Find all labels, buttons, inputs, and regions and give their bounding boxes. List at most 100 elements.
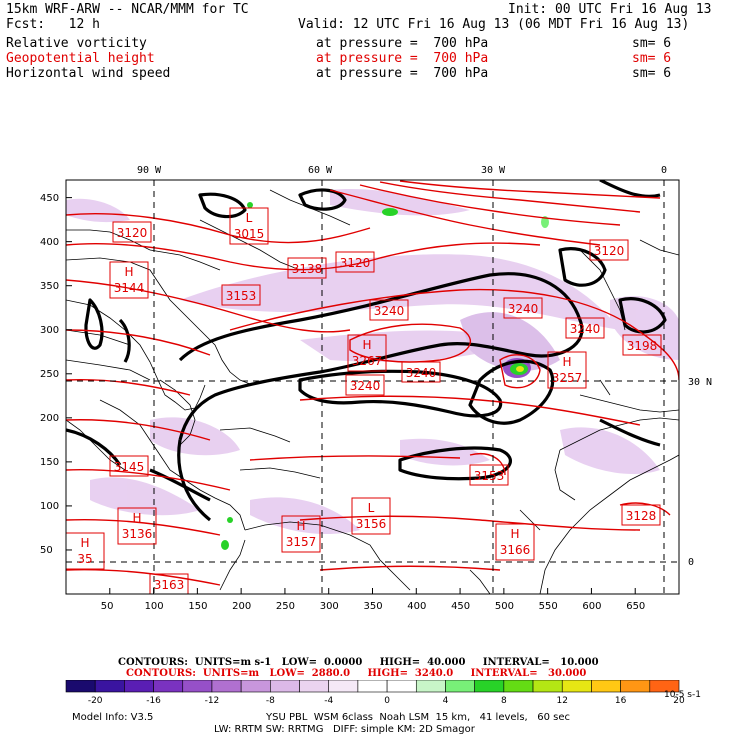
height-label-value: 3240 <box>570 322 601 336</box>
coastlines <box>66 189 679 594</box>
height-label-value: 3240 <box>374 304 405 318</box>
colorbar-swatch <box>503 680 534 693</box>
colorbar-label: -12 <box>204 696 220 706</box>
height-label-value: 3163 <box>154 578 185 592</box>
red-contour-legend: CONTOURS: UNITS=m LOW= 2880.0 HIGH= 3240… <box>126 668 587 679</box>
lon-label-30w: 30 W <box>481 165 506 176</box>
black-contour-legend: CONTOURS: UNITS=m s-1 LOW= 0.0000 HIGH= … <box>118 657 599 668</box>
colorbar-label: 4 <box>442 696 449 706</box>
height-label-value: 3156 <box>356 517 387 531</box>
init-time: Init: 00 UTC Fri 16 Aug 13 <box>508 2 712 17</box>
y-tick-label: 350 <box>40 280 60 292</box>
height-label-prefix: H <box>562 355 571 369</box>
height-label: 3240 <box>369 299 409 321</box>
geopotential-height-contours <box>66 180 679 586</box>
height-label-prefix: H <box>124 265 133 279</box>
x-tick-label: 550 <box>538 601 558 612</box>
height-label-prefix: H <box>132 511 141 525</box>
field-name-vorticity: Relative vorticity <box>6 36 147 51</box>
height-label-value: 3138 <box>292 262 323 276</box>
field-sm-geopotential: sm= 6 <box>632 51 672 66</box>
height-label-value: 3157 <box>286 535 317 549</box>
colorbar-swatch <box>415 680 446 693</box>
colorbar-swatch <box>474 680 505 693</box>
colorbar-label: -16 <box>146 696 161 706</box>
vorticity-shading <box>66 189 679 535</box>
y-tick-label: 400 <box>40 236 60 248</box>
height-label: H 3136 <box>117 507 157 545</box>
x-tick-label: 450 <box>451 601 471 612</box>
height-label: H 3257 <box>547 351 587 389</box>
x-tick-label: 50 <box>100 601 114 612</box>
height-label: H 3157 <box>281 515 321 553</box>
colorbar-label: 0 <box>384 696 390 706</box>
x-tick-label: 500 <box>494 601 514 612</box>
y-tick-label: 100 <box>40 500 60 512</box>
height-label: L 3156 <box>351 497 391 535</box>
height-label-value: 3166 <box>500 543 531 557</box>
valid-time: Valid: 12 UTC Fri 16 Aug 13 (06 MDT Fri … <box>298 17 690 32</box>
height-label: 3120 <box>589 239 629 261</box>
height-label: H 3144 <box>109 261 149 299</box>
x-tick-label: 200 <box>232 601 252 612</box>
lon-label-90w: 90 W <box>137 165 162 176</box>
colorbar-swatch <box>591 680 621 693</box>
colorbar-swatch <box>561 680 592 693</box>
colorbar-swatch <box>124 680 154 693</box>
field-level-vorticity: at pressure = 700 hPa <box>316 36 489 51</box>
height-label-value: 3120 <box>594 244 625 258</box>
colorbar-label: -4 <box>324 696 334 706</box>
height-label-value: 3198 <box>627 339 658 353</box>
height-label: 3153 <box>469 464 509 486</box>
height-label-value: 3153 <box>474 469 505 483</box>
colorbar-label: 16 <box>614 696 627 706</box>
colorbar-swatch <box>65 680 96 693</box>
height-label: 3163 <box>149 573 189 594</box>
physics-line-1: YSU PBL WSM 6class Noah LSM 15 km, 41 le… <box>266 712 571 723</box>
colorbar-swatch <box>270 680 300 693</box>
x-tick-label: 650 <box>626 601 646 612</box>
colorbar-swatch <box>211 680 242 693</box>
field-level-windspeed: at pressure = 700 hPa <box>316 66 489 81</box>
wind-speed-contours <box>66 180 667 522</box>
height-label-value: 3136 <box>122 527 153 541</box>
x-tick-label: 400 <box>407 601 427 612</box>
height-label-prefix: L <box>368 501 375 515</box>
lat-label-0: 0 <box>688 557 695 568</box>
x-tick-label: 100 <box>144 601 164 612</box>
height-label-value: 35 <box>77 552 92 566</box>
x-tick-label: 600 <box>582 601 602 612</box>
x-tick-label: 300 <box>319 601 339 612</box>
forecast-hour: Fcst: 12 h <box>6 17 100 32</box>
x-tick-label: 150 <box>188 601 208 612</box>
y-tick-label: 450 <box>40 192 60 204</box>
height-label: 3198 <box>622 334 662 356</box>
x-tick-label: 350 <box>363 601 383 612</box>
y-tick-label: 50 <box>40 544 53 556</box>
height-label: H 3267 <box>347 334 387 372</box>
field-name-geopotential: Geopotential height <box>6 51 155 66</box>
colorbar-label: 12 <box>556 696 568 706</box>
height-label: 3240 <box>503 297 543 319</box>
field-level-geopotential: at pressure = 700 hPa <box>316 51 489 66</box>
height-label: 3240 <box>565 317 605 339</box>
lat-label-30n: 30 N <box>688 377 713 388</box>
height-label: 3120 <box>335 251 375 273</box>
field-sm-vorticity: sm= 6 <box>632 36 672 51</box>
colorbar-swatch <box>649 680 680 693</box>
physics-line-2: LW: RRTM SW: RRTMG DIFF: simple KM: 2D S… <box>214 724 475 735</box>
height-label-value: 3120 <box>340 256 371 270</box>
axis-ticks <box>66 197 636 594</box>
colorbar-label: -8 <box>265 696 275 706</box>
x-tick-label: 250 <box>275 601 296 612</box>
colorbar-swatch <box>620 680 651 693</box>
colorbar-label: -20 <box>87 696 103 706</box>
y-tick-label: 300 <box>40 324 60 336</box>
colorbar-swatch <box>532 680 563 693</box>
height-label: 3240 <box>345 374 385 396</box>
height-label: 3128 <box>621 504 661 526</box>
height-label: H 3166 <box>495 523 535 561</box>
colorbar-swatch <box>153 680 184 693</box>
height-label-value: 3145 <box>114 460 145 474</box>
